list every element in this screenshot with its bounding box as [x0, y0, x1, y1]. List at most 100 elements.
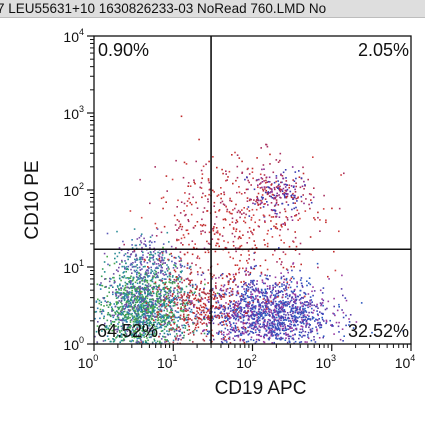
data-point [262, 282, 265, 285]
data-point [293, 180, 296, 182]
data-point [109, 277, 111, 280]
data-point [287, 297, 289, 300]
data-point [164, 293, 167, 296]
data-point [114, 328, 117, 331]
data-point [246, 295, 249, 297]
data-point [232, 182, 234, 185]
data-point [198, 289, 201, 291]
data-point [304, 334, 306, 337]
data-point [123, 287, 126, 290]
data-point [244, 331, 247, 334]
data-point [269, 153, 271, 156]
data-point [311, 327, 314, 330]
data-point [163, 296, 165, 298]
data-point [178, 274, 180, 276]
data-point [280, 301, 282, 303]
data-point [284, 296, 287, 298]
data-point [139, 332, 141, 334]
data-point [274, 286, 276, 288]
data-point [121, 336, 123, 338]
data-point [159, 340, 161, 343]
data-point [117, 308, 120, 311]
data-point [272, 288, 274, 290]
data-point [338, 230, 340, 233]
data-point [173, 282, 176, 284]
data-point [257, 199, 259, 201]
data-point [198, 307, 200, 309]
data-point [158, 322, 161, 324]
data-point [302, 320, 304, 323]
data-point [259, 326, 262, 329]
data-point [262, 291, 265, 294]
data-point [302, 303, 305, 305]
data-point [116, 310, 118, 312]
data-point [133, 295, 135, 298]
data-point [162, 282, 165, 284]
data-point [283, 278, 286, 281]
data-point [208, 319, 211, 321]
data-point [258, 325, 261, 327]
data-point [215, 277, 217, 279]
data-point [206, 333, 209, 335]
data-point [239, 339, 242, 342]
data-point [196, 329, 198, 332]
data-point [259, 187, 262, 189]
data-point [339, 338, 342, 341]
data-point [306, 323, 308, 326]
data-point [240, 334, 243, 336]
data-point [287, 303, 289, 305]
data-point [144, 272, 147, 274]
data-point [283, 242, 285, 244]
data-point [290, 310, 292, 312]
data-point [309, 299, 311, 302]
data-point [174, 264, 177, 267]
data-point [225, 320, 228, 322]
data-point [155, 273, 158, 276]
data-point [221, 168, 223, 171]
data-point [232, 273, 235, 276]
data-point [259, 207, 262, 209]
data-point [154, 300, 157, 302]
data-point [229, 304, 231, 307]
data-point [143, 279, 146, 281]
data-point [247, 315, 250, 317]
data-point [116, 336, 118, 338]
data-point [287, 317, 289, 320]
data-point [211, 306, 213, 309]
data-point [147, 291, 149, 293]
data-point [230, 316, 232, 319]
data-point [171, 276, 174, 278]
data-point [207, 296, 210, 298]
data-point [153, 338, 156, 341]
data-point [126, 301, 129, 303]
data-point [247, 319, 249, 321]
data-point [296, 281, 298, 283]
data-point [244, 282, 246, 285]
data-point [300, 310, 303, 313]
data-point [127, 305, 130, 308]
data-point [270, 291, 272, 293]
data-point [164, 314, 166, 317]
data-point [265, 186, 268, 189]
data-point [164, 262, 166, 264]
data-point [309, 319, 312, 321]
data-point [171, 312, 174, 314]
data-point [136, 328, 139, 330]
data-point [144, 278, 147, 281]
data-point [172, 267, 175, 269]
data-point [154, 312, 156, 315]
data-point [173, 291, 175, 294]
data-point [170, 329, 173, 331]
data-point [176, 335, 179, 337]
data-point [174, 262, 176, 264]
data-point [326, 307, 328, 310]
data-point [272, 326, 274, 329]
data-point [211, 238, 214, 240]
data-point [262, 196, 264, 199]
data-point [269, 296, 272, 299]
data-point [253, 279, 255, 282]
data-point [129, 319, 132, 322]
data-point [100, 282, 102, 284]
data-point [120, 333, 123, 335]
data-point [232, 209, 234, 211]
